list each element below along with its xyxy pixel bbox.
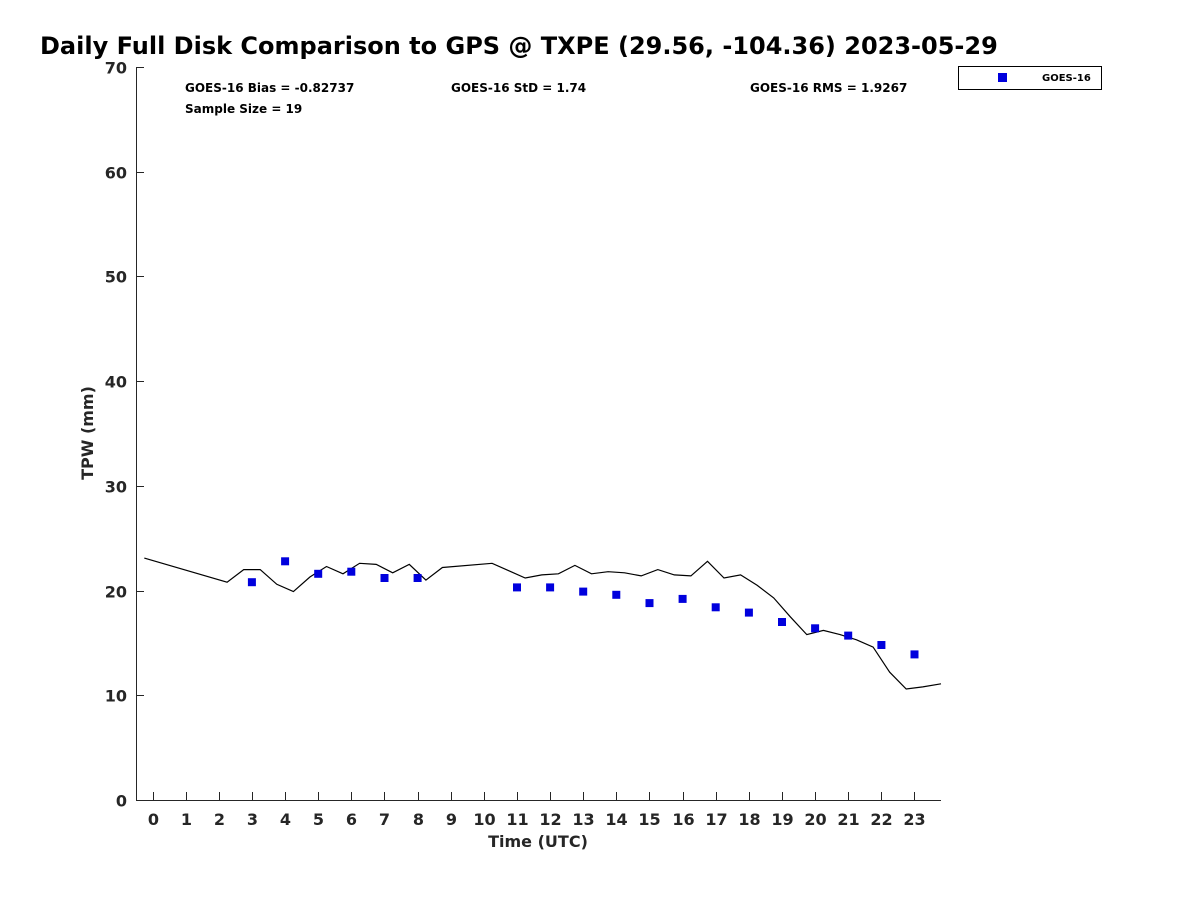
x-axis-label: Time (UTC): [488, 832, 588, 851]
bias-stat: GOES-16 Bias = -0.82737: [185, 81, 354, 95]
sample-size-stat: Sample Size = 19: [185, 102, 302, 116]
legend-marker-goes16: [998, 73, 1007, 82]
goes16-point: [678, 594, 687, 603]
x-tick-label: 14: [605, 810, 627, 829]
y-tick-label: 50: [105, 268, 127, 287]
goes16-point: [513, 583, 521, 592]
x-tick-label: 13: [572, 810, 594, 829]
std-stat: GOES-16 StD = 1.74: [451, 81, 586, 95]
goes16-point: [281, 557, 290, 566]
x-tick-label: 12: [539, 810, 561, 829]
goes16-point: [247, 578, 256, 587]
legend: GOES-16: [958, 66, 1102, 90]
y-tick-label: 20: [105, 583, 127, 602]
legend-label-goes16: GOES-16: [1042, 73, 1091, 84]
y-tick-label: 10: [105, 687, 127, 706]
x-tick-label: 21: [837, 810, 859, 829]
goes16-point: [347, 567, 356, 576]
x-tick-label: 3: [247, 810, 258, 829]
x-tick-label: 4: [280, 810, 291, 829]
y-axis-label: TPW (mm): [78, 386, 97, 480]
goes16-point: [711, 603, 720, 612]
goes16-point: [910, 650, 919, 659]
goes16-point: [612, 590, 621, 599]
goes16-point: [413, 574, 422, 582]
goes16-point: [645, 599, 654, 608]
x-tick-label: 16: [672, 810, 694, 829]
x-tick-label: 2: [214, 810, 225, 829]
goes16-point: [579, 587, 588, 596]
y-tick-label: 60: [105, 164, 127, 183]
x-tick-label: 17: [705, 810, 727, 829]
x-tick-label: 23: [903, 810, 925, 829]
y-tick-label: 70: [105, 59, 127, 78]
stats-annotations: GOES-16 Bias = -0.82737 GOES-16 StD = 1.…: [185, 81, 907, 116]
x-tick-label: 1: [181, 810, 192, 829]
x-tick-label: 0: [148, 810, 159, 829]
x-tick-label: 8: [413, 810, 424, 829]
y-tick-label: 40: [105, 373, 127, 392]
y-axis: 0 10 20 30 40 50 60 70: [105, 59, 144, 811]
goes16-point: [546, 583, 555, 592]
x-tick-label: 6: [346, 810, 357, 829]
x-tick-label: 20: [804, 810, 826, 829]
goes16-point: [744, 608, 753, 617]
goes16-point: [844, 631, 853, 640]
legend-box: [958, 66, 1102, 90]
x-tick-label: 5: [313, 810, 324, 829]
rms-stat: GOES-16 RMS = 1.9267: [750, 81, 907, 95]
x-tick-label: 15: [638, 810, 660, 829]
goes16-point: [877, 641, 886, 649]
y-tick-label: 30: [105, 478, 127, 497]
x-tick-label: 22: [870, 810, 892, 829]
x-tick-label: 7: [379, 810, 390, 829]
goes16-point: [811, 624, 820, 633]
y-tick-label: 0: [116, 792, 127, 811]
x-tick-label: 9: [446, 810, 457, 829]
gps-reference-line: [144, 557, 942, 690]
x-tick-label: 11: [506, 810, 528, 829]
x-tick-label: 19: [771, 810, 793, 829]
goes16-point: [314, 569, 323, 578]
x-tick-label: 10: [473, 810, 495, 829]
plot-area: [144, 557, 942, 690]
x-tick-label: 18: [738, 810, 760, 829]
goes16-point: [778, 618, 786, 626]
x-axis: 0 1 2 3 4 5 6 7 8 9 10 11 12 13 14 15 16 17 18 19 20 21 22 23: [136, 792, 941, 829]
goes16-point: [380, 574, 389, 582]
chart-title: Daily Full Disk Comparison to GPS @ TXPE…: [40, 32, 998, 60]
